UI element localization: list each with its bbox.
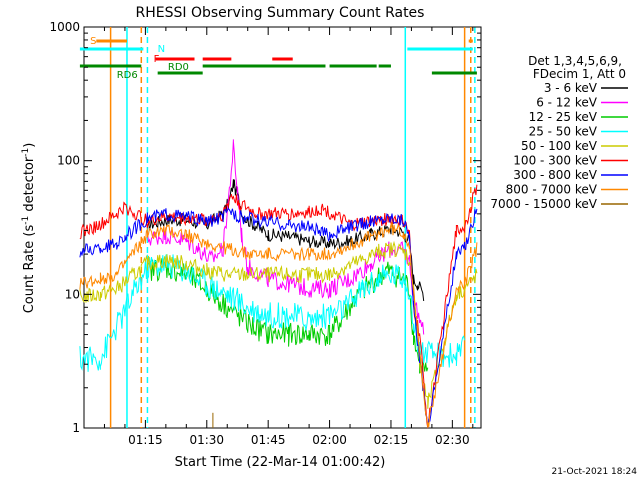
y-tick-label-100: 100 <box>57 154 80 168</box>
legend-label-5: 100 - 300 keV <box>513 154 597 168</box>
legend-label-0: 3 - 6 keV <box>544 81 598 95</box>
legend-label-4: 50 - 100 keV <box>521 139 598 153</box>
series-group <box>79 139 478 429</box>
legend-label-1: 6 - 12 keV <box>536 96 598 110</box>
state-annotations: S NF RD0 RD6 <box>90 36 189 81</box>
legend-label-8: 7000 - 15000 keV <box>490 197 597 211</box>
x-axis-label: Start Time (22-Mar-14 01:00:42) <box>175 455 386 470</box>
x-tick-label-45: 01:45 <box>251 433 286 447</box>
annotation-n: N <box>158 44 165 55</box>
annotation-s: S <box>90 36 96 47</box>
series-line-0 <box>147 179 425 302</box>
legend: Det 1,3,4,5,6,9, FDecim 1, Att 0 3 - 6 k… <box>490 54 628 211</box>
annotation-rd6: RD6 <box>117 70 138 81</box>
series-line-7 <box>79 222 478 429</box>
x-tick-label-15: 01:15 <box>128 433 163 447</box>
y-tick-label-1: 1 <box>72 421 80 435</box>
legend-header-2: FDecim 1, Att 0 <box>533 67 626 81</box>
state-bars <box>79 39 477 75</box>
chart-title: RHESSI Observing Summary Count Rates <box>136 5 425 21</box>
x-tick-label-75: 02:15 <box>374 433 409 447</box>
y-tick-label-1000: 1000 <box>49 20 80 34</box>
legend-label-6: 300 - 800 keV <box>513 168 597 182</box>
x-tick-label-90: 02:30 <box>435 433 470 447</box>
legend-label-3: 25 - 50 keV <box>529 125 598 139</box>
y-axis-label: Count Rate (s-1 detector-1) <box>21 143 37 314</box>
x-tick-label-30: 01:30 <box>189 433 224 447</box>
series-line-6 <box>79 207 478 429</box>
annotation-rd0: RD0 <box>168 62 189 73</box>
legend-label-7: 800 - 7000 keV <box>506 183 598 197</box>
x-tick-label-60: 02:00 <box>312 433 347 447</box>
annotation-f: F <box>154 54 160 65</box>
timestamp: 21-Oct-2021 18:24 <box>552 467 638 477</box>
legend-header-1: Det 1,3,4,5,6,9, <box>528 54 622 68</box>
y-tick-label-10: 10 <box>65 287 80 301</box>
series-line-3 <box>79 253 466 372</box>
legend-label-2: 12 - 25 keV <box>529 110 598 124</box>
axes: 01:15 01:30 01:45 02:00 02:15 02:30 1 10 100 1000 <box>49 20 481 447</box>
series-line-1 <box>146 139 425 335</box>
